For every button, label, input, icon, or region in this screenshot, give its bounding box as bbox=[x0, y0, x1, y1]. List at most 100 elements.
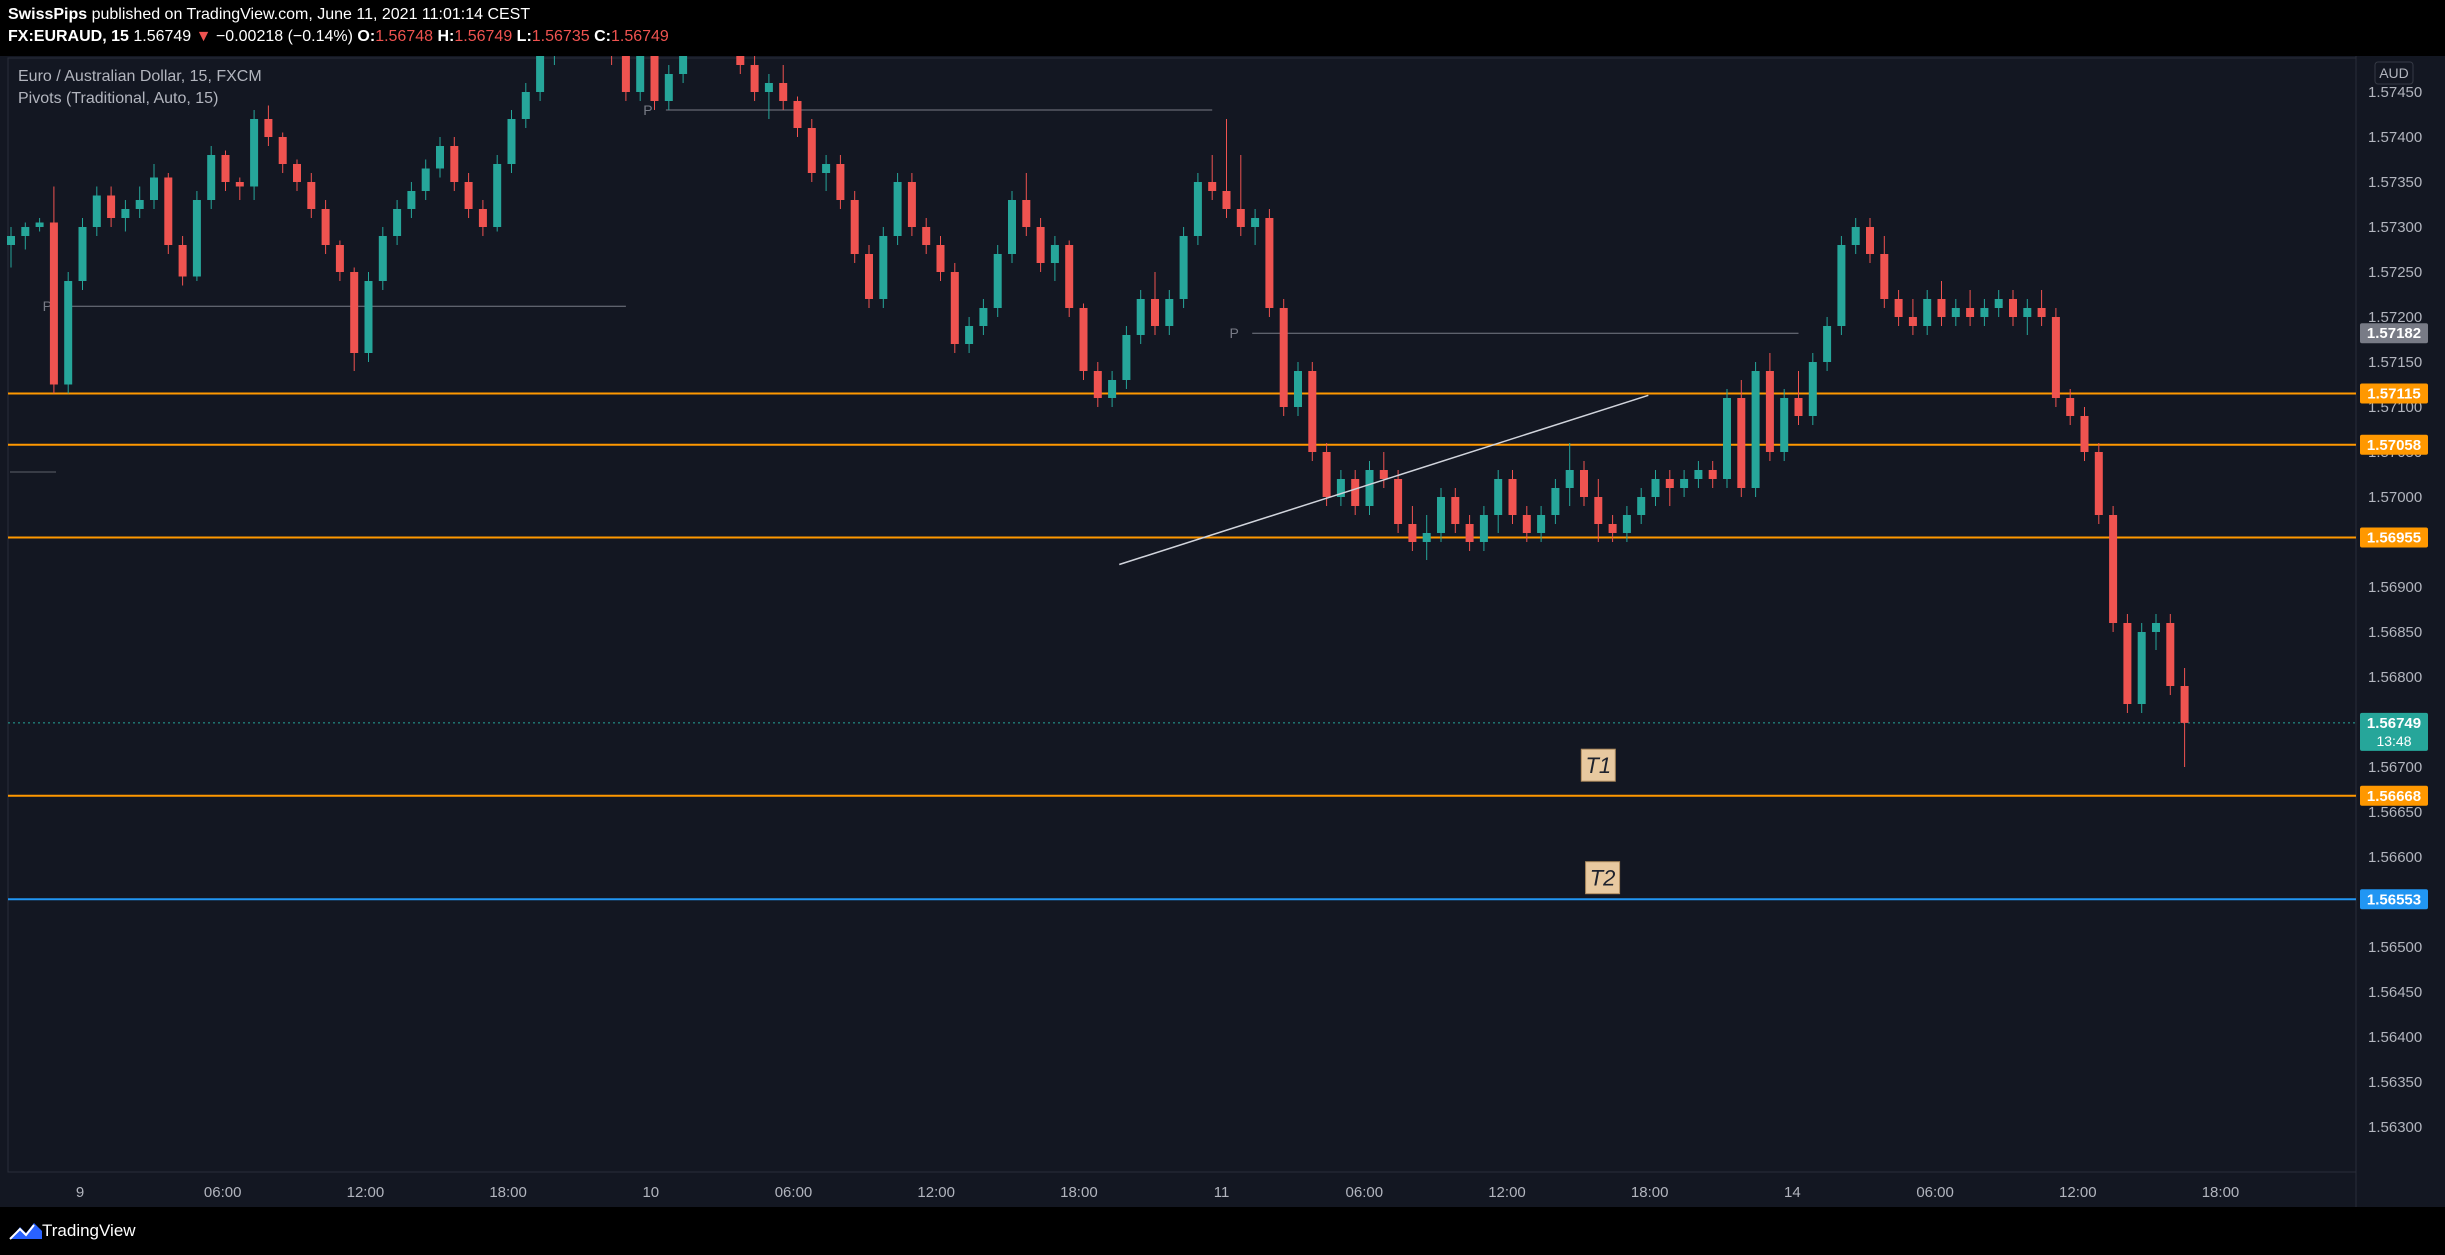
candle-body[interactable] bbox=[1394, 479, 1403, 524]
candle-body[interactable] bbox=[264, 119, 273, 137]
candle-body[interactable] bbox=[1336, 479, 1345, 497]
candle-body[interactable] bbox=[1279, 308, 1288, 407]
candle-body[interactable] bbox=[1866, 227, 1874, 254]
candle-body[interactable] bbox=[807, 128, 816, 173]
candle-body[interactable] bbox=[293, 164, 301, 182]
candle-body[interactable] bbox=[107, 195, 116, 219]
candle-body[interactable] bbox=[1823, 326, 1832, 362]
candle-body[interactable] bbox=[736, 56, 745, 65]
candle-body[interactable] bbox=[1737, 398, 1746, 488]
candle-body[interactable] bbox=[1637, 497, 1646, 515]
candle-body[interactable] bbox=[1494, 479, 1503, 515]
candle-body[interactable] bbox=[21, 227, 30, 236]
candle-body[interactable] bbox=[1008, 200, 1016, 254]
candle-body[interactable] bbox=[135, 200, 144, 209]
candle-body[interactable] bbox=[621, 56, 630, 92]
candle-body[interactable] bbox=[2094, 452, 2103, 515]
candle-body[interactable] bbox=[1908, 317, 1917, 326]
candle-body[interactable] bbox=[450, 146, 459, 182]
candle-body[interactable] bbox=[350, 272, 359, 353]
candle-body[interactable] bbox=[7, 236, 15, 245]
candle-body[interactable] bbox=[850, 200, 859, 254]
candle-body[interactable] bbox=[636, 56, 645, 92]
candle-body[interactable] bbox=[764, 83, 773, 92]
candle-body[interactable] bbox=[907, 182, 916, 227]
candle-body[interactable] bbox=[207, 155, 216, 200]
tradingview-logo-icon[interactable] bbox=[8, 1219, 44, 1243]
candle-body[interactable] bbox=[650, 56, 659, 101]
candle-body[interactable] bbox=[1408, 524, 1417, 542]
candle-body[interactable] bbox=[1880, 254, 1889, 299]
candle-body[interactable] bbox=[521, 92, 530, 119]
candle-body[interactable] bbox=[421, 168, 430, 192]
candle-body[interactable] bbox=[1022, 200, 1031, 227]
candle-body[interactable] bbox=[1236, 209, 1245, 227]
candle-body[interactable] bbox=[1179, 236, 1188, 299]
candle-body[interactable] bbox=[2180, 686, 2189, 723]
candle-body[interactable] bbox=[436, 146, 444, 169]
candle-body[interactable] bbox=[1294, 371, 1302, 407]
candle-body[interactable] bbox=[2137, 632, 2146, 704]
candle-body[interactable] bbox=[1680, 479, 1689, 488]
candle-body[interactable] bbox=[1923, 299, 1932, 326]
candle-body[interactable] bbox=[2066, 398, 2075, 416]
candle-body[interactable] bbox=[1351, 479, 1360, 506]
candle-body[interactable] bbox=[779, 83, 788, 101]
candle-body[interactable] bbox=[335, 245, 344, 272]
chart-title[interactable]: Euro / Australian Dollar, 15, FXCM bbox=[18, 68, 262, 85]
candle-body[interactable] bbox=[793, 101, 802, 128]
candle-body[interactable] bbox=[1708, 470, 1717, 479]
candle-body[interactable] bbox=[64, 281, 73, 385]
candle-body[interactable] bbox=[836, 164, 845, 200]
candle-body[interactable] bbox=[49, 222, 58, 385]
candle-body[interactable] bbox=[1537, 515, 1546, 533]
candle-body[interactable] bbox=[2051, 317, 2060, 398]
candle-body[interactable] bbox=[1122, 335, 1131, 380]
candle-body[interactable] bbox=[993, 254, 1002, 308]
candle-body[interactable] bbox=[1894, 299, 1903, 317]
candle-body[interactable] bbox=[865, 254, 873, 299]
candle-body[interactable] bbox=[478, 209, 487, 227]
candle-body[interactable] bbox=[1479, 515, 1488, 542]
candle-body[interactable] bbox=[1994, 299, 2003, 308]
candle-body[interactable] bbox=[936, 245, 945, 272]
candle-body[interactable] bbox=[92, 195, 101, 228]
time-axis[interactable]: 9 06:00 12:00 18:00 10 06:00 12:00 18:00 11 06:00… bbox=[76, 1184, 2239, 1201]
candle-body[interactable] bbox=[664, 74, 673, 101]
candle-body[interactable] bbox=[2009, 299, 2017, 317]
candle-body[interactable] bbox=[1322, 452, 1331, 497]
candle-body[interactable] bbox=[1580, 470, 1588, 497]
candle-body[interactable] bbox=[1265, 218, 1274, 308]
candle-body[interactable] bbox=[536, 56, 545, 92]
candle-body[interactable] bbox=[1937, 299, 1946, 317]
candle-body[interactable] bbox=[1565, 470, 1574, 488]
candle-body[interactable] bbox=[150, 177, 158, 201]
candle-body[interactable] bbox=[1522, 515, 1531, 533]
publisher-name[interactable]: SwissPips bbox=[8, 6, 88, 23]
currency-badge[interactable] bbox=[2374, 61, 2414, 85]
candle-body[interactable] bbox=[1966, 308, 1975, 317]
candle-body[interactable] bbox=[1622, 515, 1631, 533]
candle-body[interactable] bbox=[178, 245, 187, 277]
candle-body[interactable] bbox=[321, 209, 330, 245]
annotation-box[interactable] bbox=[1580, 748, 1616, 782]
candle-body[interactable] bbox=[121, 209, 130, 218]
candle-body[interactable] bbox=[2080, 416, 2089, 452]
candle-body[interactable] bbox=[250, 119, 259, 187]
candle-body[interactable] bbox=[1379, 470, 1388, 479]
candle-body[interactable] bbox=[1837, 245, 1846, 326]
candle-body[interactable] bbox=[1151, 299, 1159, 326]
candle-body[interactable] bbox=[1093, 371, 1102, 398]
candle-body[interactable] bbox=[378, 236, 387, 281]
candle-body[interactable] bbox=[1594, 497, 1603, 524]
candle-body[interactable] bbox=[1108, 380, 1117, 398]
candle-body[interactable] bbox=[1980, 308, 1989, 317]
candle-body[interactable] bbox=[1050, 245, 1059, 263]
candle-body[interactable] bbox=[278, 137, 287, 164]
candle-body[interactable] bbox=[2109, 515, 2118, 623]
candle-body[interactable] bbox=[2123, 623, 2132, 704]
candle-body[interactable] bbox=[35, 222, 44, 228]
candle-body[interactable] bbox=[221, 155, 230, 182]
candle-body[interactable] bbox=[1808, 362, 1817, 416]
candle-body[interactable] bbox=[1651, 479, 1660, 497]
